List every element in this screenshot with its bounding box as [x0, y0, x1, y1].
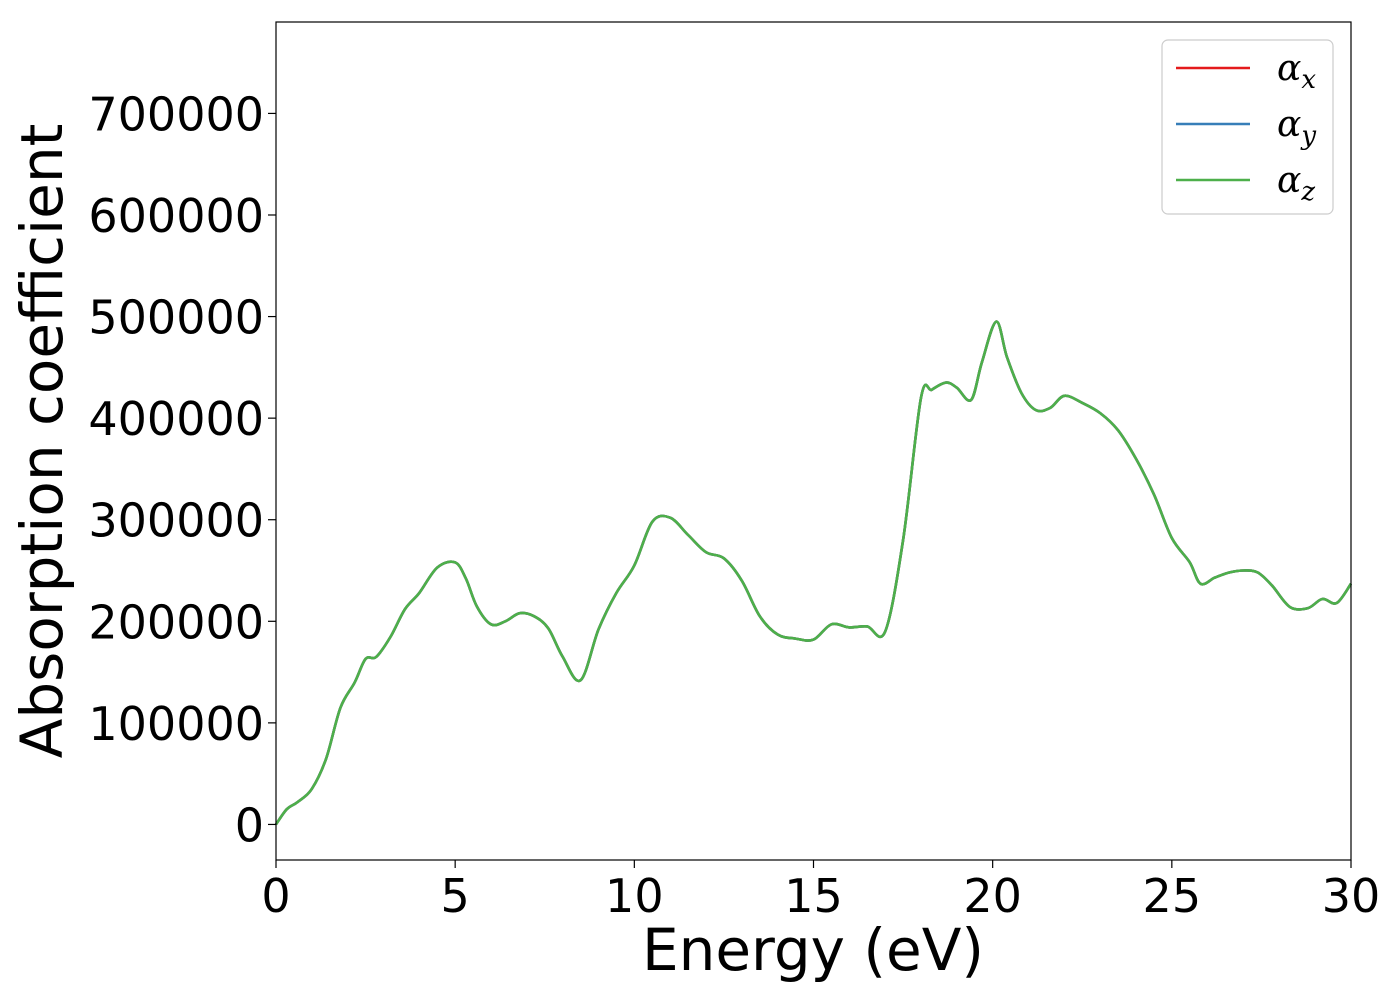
series-line-z: [274, 320, 1353, 826]
legend-label-x: αx: [1277, 48, 1316, 95]
legend-label-sub: y: [1300, 121, 1316, 151]
y-tick-label: 0: [235, 798, 264, 852]
legend-label-y: αy: [1277, 104, 1316, 151]
legend-label-main: α: [1277, 160, 1301, 201]
legend-label-main: α: [1277, 104, 1301, 145]
y-axis: 0 100000 200000 300000 400000 500000 600000 700…: [88, 87, 276, 852]
legend-label-sub: x: [1301, 65, 1316, 95]
x-tick-label: 10: [605, 869, 664, 923]
x-axis-title: Energy (eV): [642, 916, 984, 984]
x-tick-label: 20: [963, 869, 1022, 923]
legend-label-sub: z: [1300, 177, 1315, 207]
x-tick-label: 0: [261, 869, 290, 923]
y-axis-title: Absorption coefficient: [8, 124, 76, 759]
x-tick-label: 5: [441, 869, 470, 923]
series-layer: [274, 320, 1353, 826]
y-tick-label: 100000: [88, 697, 264, 751]
x-tick-label: 30: [1322, 869, 1381, 923]
x-tick-label: 15: [784, 869, 843, 923]
y-tick-label: 300000: [88, 494, 264, 548]
x-axis: 0 5 10 15 20 25 30: [261, 860, 1380, 923]
legend-box: [1161, 39, 1334, 215]
y-tick-label: 400000: [88, 392, 264, 446]
y-tick-label: 600000: [88, 189, 264, 243]
legend-label-main: α: [1277, 48, 1301, 89]
x-tick-label: 25: [1143, 869, 1202, 923]
y-tick-label: 500000: [88, 291, 264, 345]
y-tick-label: 700000: [88, 87, 264, 141]
legend-label-z: αz: [1277, 160, 1315, 207]
y-tick-label: 200000: [88, 595, 264, 649]
